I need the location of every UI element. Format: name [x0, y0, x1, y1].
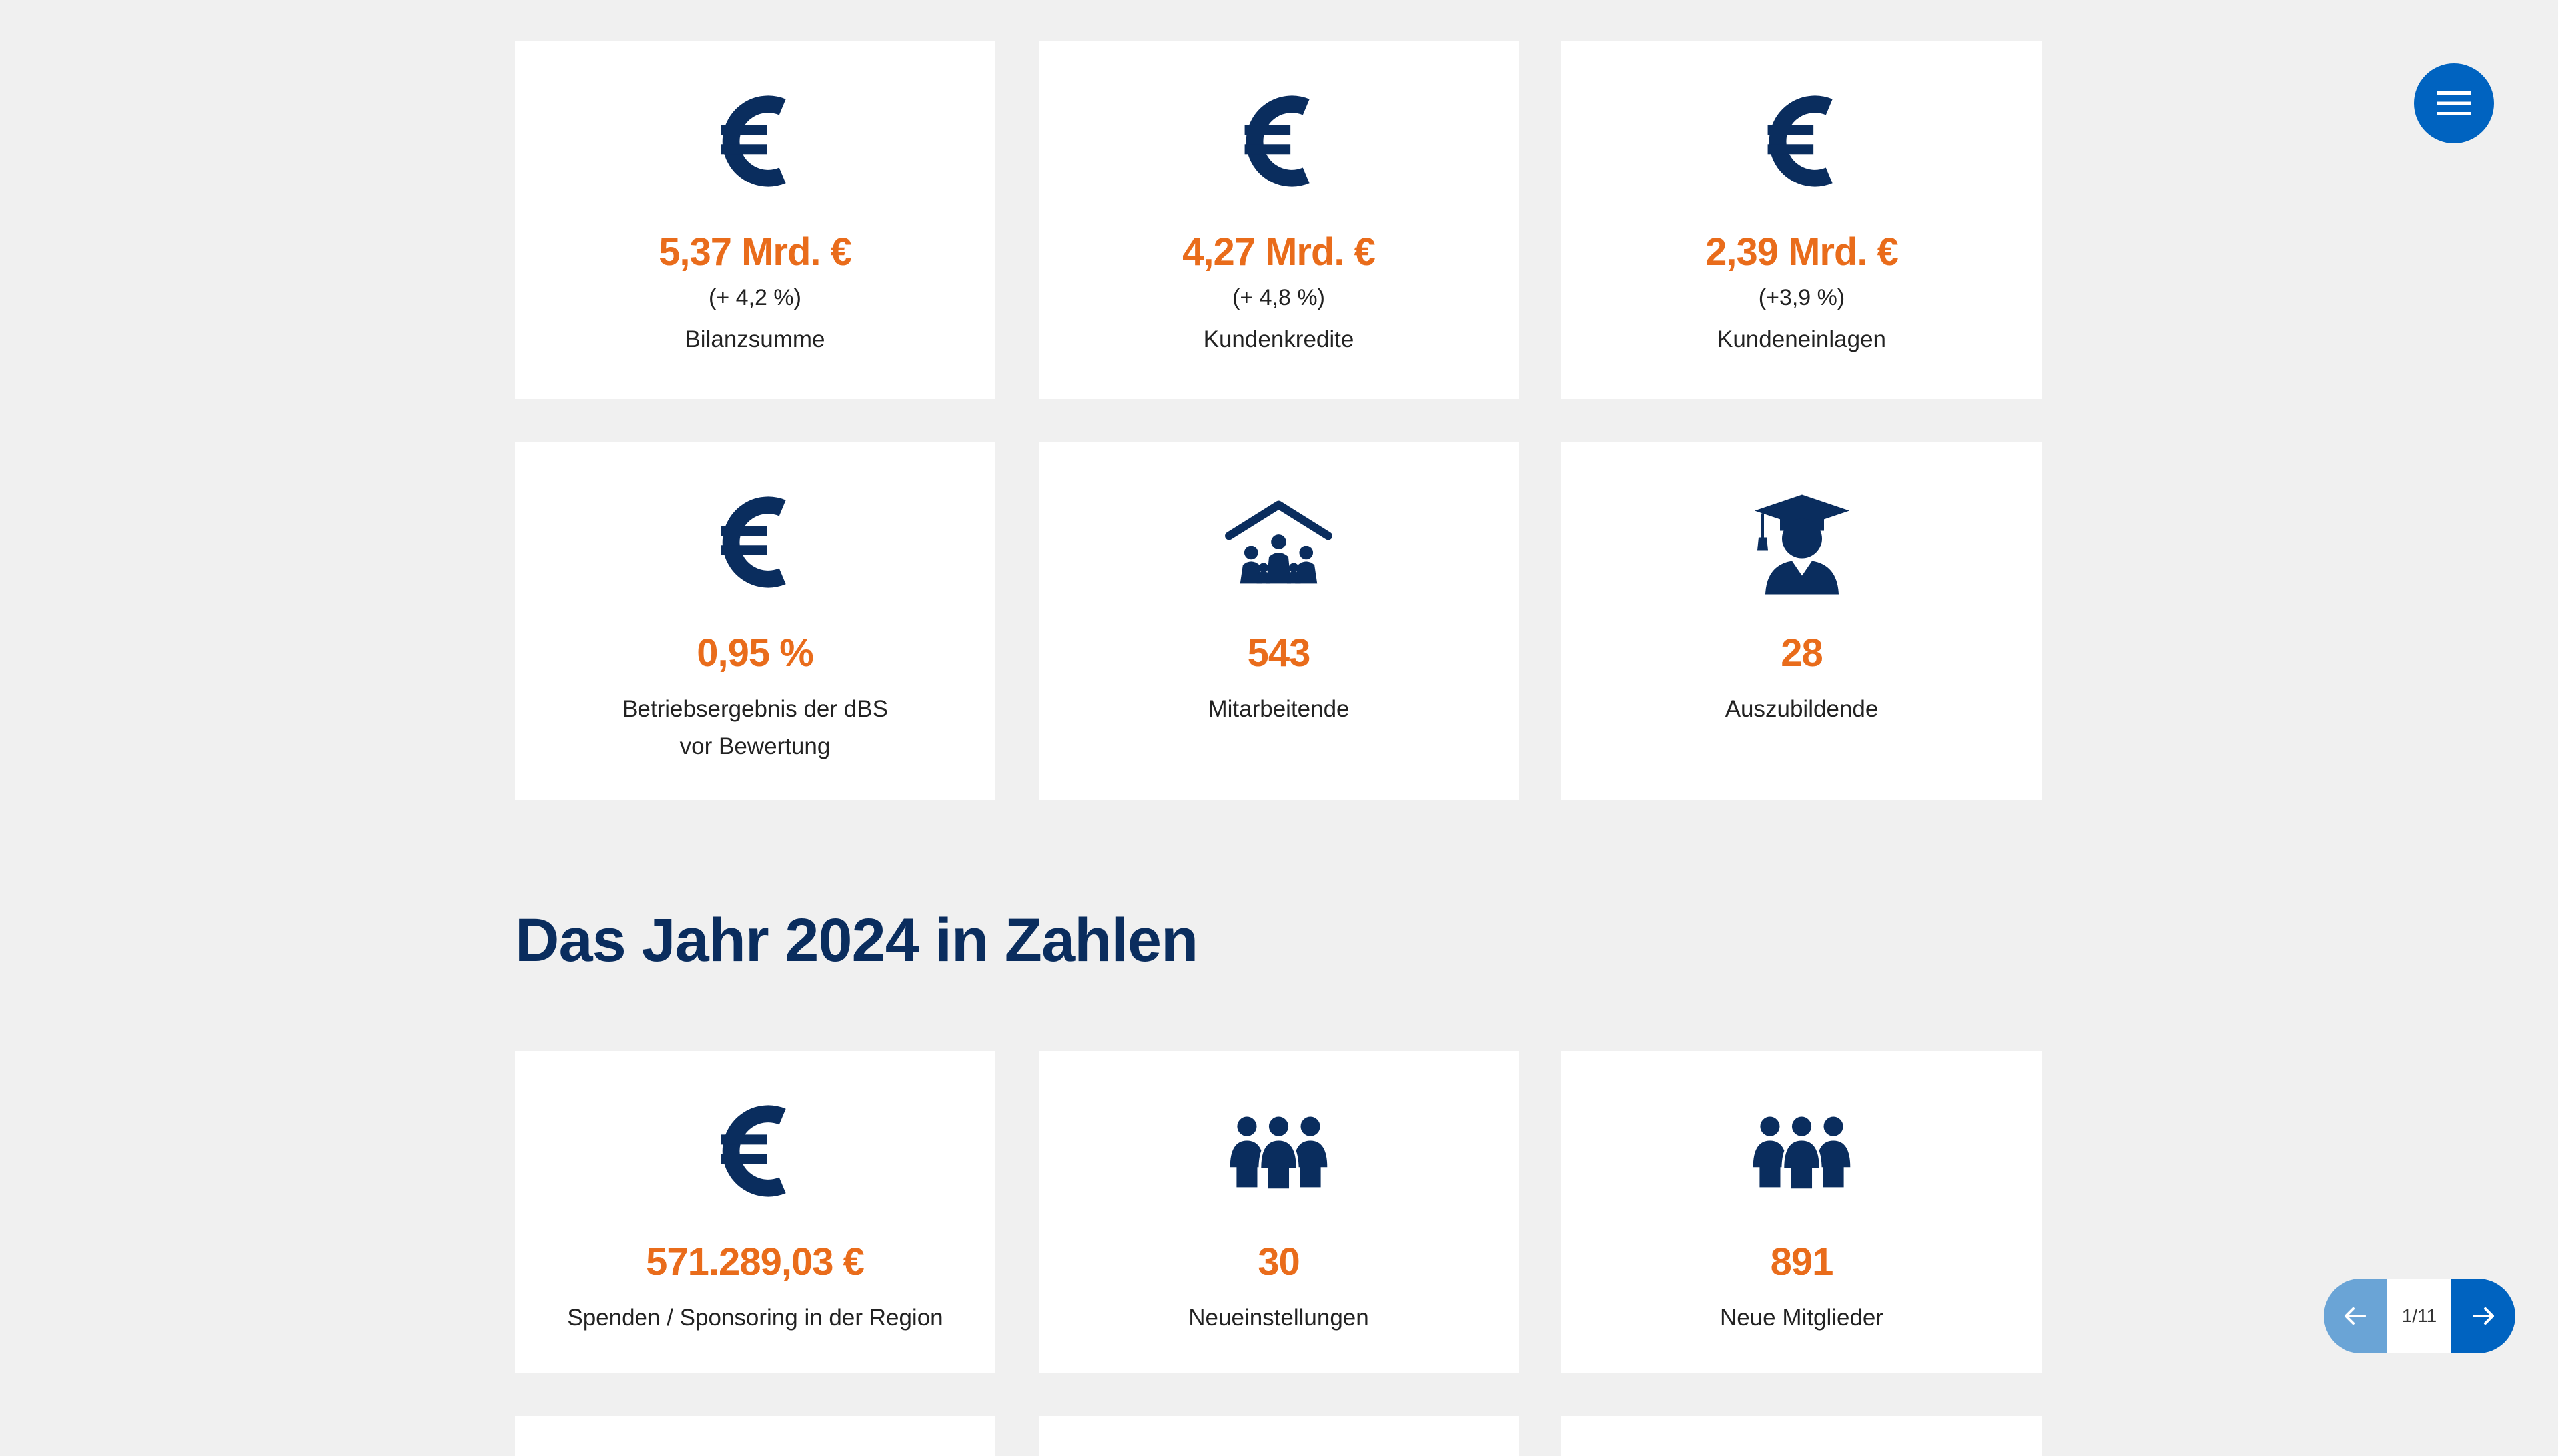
kpi-value: 4,27 Mrd. €	[1182, 230, 1376, 274]
group-icon	[1222, 1094, 1336, 1208]
arrow-left-icon	[2345, 1307, 2366, 1325]
kpi-change: (+ 4,2 %)	[709, 284, 801, 310]
year-value: 571.289,03 €	[646, 1240, 865, 1283]
kpi-value: 28	[1781, 631, 1823, 675]
section-title: Das Jahr 2024 in Zahlen	[515, 907, 1198, 974]
prev-button[interactable]	[2324, 1279, 2387, 1353]
euro-icon	[1222, 85, 1336, 198]
kpi-change: (+ 4,8 %)	[1232, 284, 1325, 310]
kpi-value: 0,95 %	[697, 631, 814, 675]
year-card-partial	[1039, 1416, 1519, 1456]
year-label: Neue Mitglieder	[1719, 1304, 1884, 1331]
euro-icon	[699, 486, 812, 599]
kpi-label: Betriebsergebnis der dBS vor Bewertung	[622, 691, 888, 765]
kpi-value: 5,37 Mrd. €	[659, 230, 852, 274]
year-card-partial	[515, 1416, 995, 1456]
year-label: Neueinstellungen	[1188, 1304, 1369, 1331]
euro-icon	[699, 1094, 812, 1208]
kpi-value: 2,39 Mrd. €	[1705, 230, 1899, 274]
kpi-label-line2: vor Bewertung	[679, 733, 831, 759]
kpi-card-auszubildende: 28 Auszubildende	[1561, 442, 2042, 800]
kpi-card-kundeneinlagen: 2,39 Mrd. € (+3,9 %) Kundeneinlagen	[1561, 41, 2042, 399]
kpi-label: Auszubildende	[1725, 695, 1879, 722]
year-value: 891	[1770, 1240, 1834, 1283]
kpi-card-mitarbeitende: 543 Mitarbeitende	[1039, 442, 1519, 800]
year-card-neueinstellungen: 30 Neueinstellungen	[1039, 1051, 1519, 1373]
kpi-label: Bilanzsumme	[685, 326, 825, 353]
kpi-change: (+3,9 %)	[1758, 284, 1845, 310]
kpi-label: Kundenkredite	[1203, 326, 1354, 353]
year-card-neue-mitglieder: 891 Neue Mitglieder	[1561, 1051, 2042, 1373]
kpi-label: Mitarbeitende	[1208, 695, 1350, 722]
menu-button[interactable]	[2414, 63, 2494, 143]
kpi-value: 543	[1247, 631, 1311, 675]
kpi-card-bilanzsumme: 5,37 Mrd. € (+ 4,2 %) Bilanzsumme	[515, 41, 995, 399]
euro-icon	[1745, 85, 1859, 198]
year-value: 30	[1258, 1240, 1300, 1283]
kpi-card-betriebsergebnis: 0,95 % Betriebsergebnis der dBS vor Bewe…	[515, 442, 995, 800]
arrow-right-icon	[2473, 1307, 2494, 1325]
family-house-icon	[1222, 486, 1336, 599]
year-label: Spenden / Sponsoring in der Region	[567, 1304, 943, 1331]
next-button[interactable]	[2451, 1279, 2515, 1353]
euro-icon	[699, 85, 812, 198]
kpi-card-kundenkredite: 4,27 Mrd. € (+ 4,8 %) Kundenkredite	[1039, 41, 1519, 399]
slide-pager: 1/11	[2324, 1279, 2515, 1353]
page-indicator: 1/11	[2387, 1279, 2451, 1353]
graduate-icon	[1745, 486, 1859, 599]
kpi-label: Kundeneinlagen	[1717, 326, 1886, 353]
group-icon	[1745, 1094, 1859, 1208]
hamburger-icon	[2437, 91, 2471, 115]
year-card-partial	[1561, 1416, 2042, 1456]
year-card-spenden: 571.289,03 € Spenden / Sponsoring in der…	[515, 1051, 995, 1373]
kpi-label-line1: Betriebsergebnis der dBS	[622, 695, 888, 722]
